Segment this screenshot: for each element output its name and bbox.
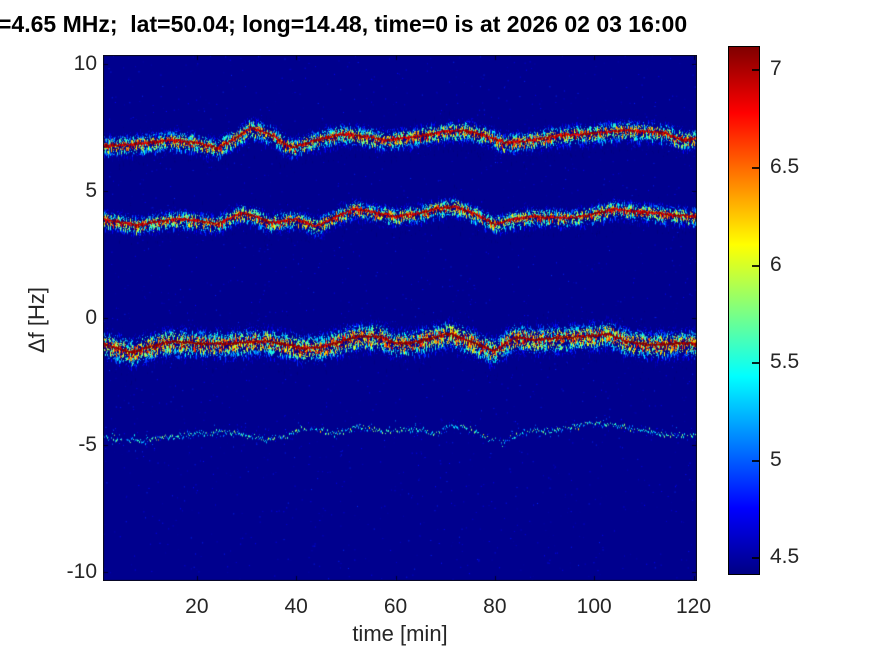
- colorbar-tick-label-6: 6: [770, 252, 782, 276]
- colorbar-tick-label-5: 5: [770, 447, 782, 471]
- colorbar-tick-7: [752, 69, 759, 72]
- spectrogram-canvas: [103, 55, 697, 581]
- y-axis-label: Δf [Hz]: [24, 286, 49, 354]
- colorbar-tick-label-7: 7: [770, 57, 782, 81]
- y-tick-label--5: -5: [78, 433, 97, 457]
- spectrogram-plot-area: [103, 55, 697, 581]
- x-tick-label-100: 100: [576, 595, 612, 618]
- x-tick-label-80: 80: [483, 595, 507, 618]
- y-tick-label-5: 5: [85, 178, 97, 202]
- colorbar-tick-5: [752, 459, 759, 462]
- x-tick-label-40: 40: [284, 595, 308, 618]
- colorbar-tick-6.5: [752, 167, 759, 170]
- y-tick-label--10: -10: [66, 560, 97, 584]
- colorbar: [728, 46, 760, 575]
- colorbar-tick-4.5: [752, 557, 759, 560]
- y-tick-label-0: 0: [85, 306, 97, 329]
- colorbar-tick-6: [752, 264, 759, 267]
- colorbar-tick-5.5: [752, 362, 759, 365]
- x-axis-label: time [min]: [352, 621, 448, 646]
- plot-title: =4.65 MHz; lat=50.04; long=14.48, time=0…: [0, 11, 688, 37]
- x-tick-label-60: 60: [383, 595, 408, 618]
- colorbar-tick-label-4.5: 4.5: [770, 545, 800, 569]
- y-tick-label-10: 10: [73, 51, 97, 75]
- x-tick-label-20: 20: [185, 595, 209, 618]
- colorbar-tick-label-5.5: 5.5: [770, 350, 800, 374]
- x-tick-label-120: 120: [675, 595, 712, 618]
- colorbar-tick-label-6.5: 6.5: [770, 155, 800, 179]
